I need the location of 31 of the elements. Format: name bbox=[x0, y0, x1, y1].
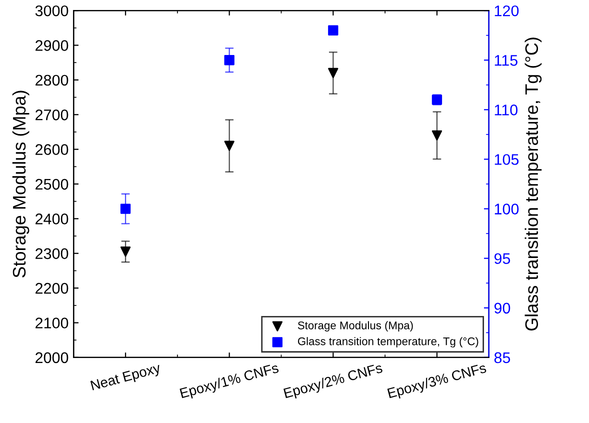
y2-tick-label: 95 bbox=[494, 253, 510, 264]
y2-tick-label: 85 bbox=[494, 352, 510, 364]
y2-axis-title: Glass transition temperature, Tg (°C) bbox=[524, 38, 542, 331]
point bbox=[120, 204, 131, 214]
y-tick-label: 2000 bbox=[36, 352, 68, 364]
y2-tick-label: 120 bbox=[494, 5, 519, 16]
y2-tick-label: 105 bbox=[494, 154, 519, 165]
y2-tick-label: 90 bbox=[494, 302, 510, 314]
point bbox=[328, 25, 338, 36]
y-axis-title: Storage Modulus (Mpa) bbox=[12, 90, 30, 278]
point bbox=[224, 55, 234, 66]
y2-tick-label: 115 bbox=[494, 55, 518, 66]
point bbox=[328, 68, 338, 78]
y2-tick-label: 100 bbox=[494, 204, 519, 214]
point bbox=[120, 246, 131, 257]
legend-label: Glass transition temperature, Tg (°C) bbox=[298, 337, 478, 348]
y-tick-label: 2200 bbox=[36, 282, 68, 294]
y-tick-label: 2900 bbox=[36, 40, 68, 51]
y2-tick-label: 110 bbox=[494, 104, 518, 116]
y-tick-label: 2100 bbox=[36, 318, 68, 328]
y-tick-label: 2800 bbox=[36, 74, 68, 86]
y-tick-label: 2400 bbox=[36, 214, 68, 224]
y-tick-label: 2300 bbox=[36, 248, 68, 260]
y-tick-label: 2700 bbox=[36, 110, 68, 120]
y-tick-label: 2500 bbox=[36, 178, 68, 190]
y-tick-label: 3000 bbox=[35, 5, 68, 16]
legend-label: Storage Modulus (Mpa) bbox=[298, 321, 413, 332]
y-tick-label: 2600 bbox=[36, 144, 68, 156]
point bbox=[432, 130, 442, 141]
x-tick-label: Neat Epoxy bbox=[90, 362, 162, 394]
point bbox=[224, 140, 234, 151]
